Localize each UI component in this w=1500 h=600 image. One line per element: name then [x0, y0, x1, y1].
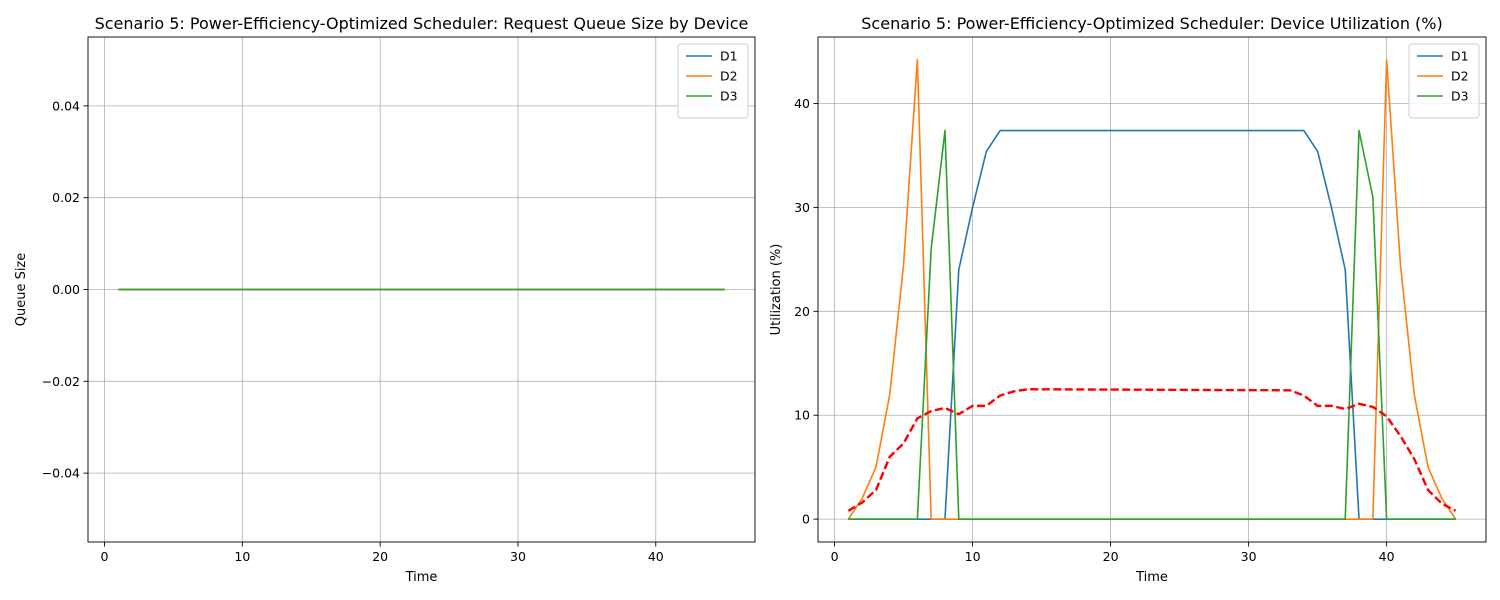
y-axis-label: Utilization (%) — [769, 244, 784, 336]
y-tick-label: 10 — [794, 408, 810, 423]
legend-label-d2: D2 — [1451, 69, 1469, 84]
legend-box — [677, 43, 749, 119]
y-tick-label: 0.04 — [52, 98, 80, 113]
legend: D1 D2 D3 — [677, 43, 749, 119]
y-tick-label: 20 — [794, 304, 810, 319]
x-tick-label: 10 — [965, 549, 981, 564]
legend-label-d1: D1 — [1451, 49, 1469, 64]
y-tick-label: 0 — [802, 512, 810, 527]
series-line-d1 — [848, 129, 1456, 520]
x-tick-label: 20 — [372, 549, 388, 564]
x-tick-label: 40 — [1379, 549, 1395, 564]
x-tick-label: 40 — [648, 549, 664, 564]
legend: D1 D2 D3 — [1408, 43, 1480, 119]
y-tick-label: 30 — [794, 200, 810, 215]
legend-label-d3: D3 — [1451, 89, 1469, 104]
chart-title: Scenario 5: Power-Efficiency-Optimized S… — [95, 14, 749, 33]
chart-2: 0 10 20 30 40 0 10 20 30 40 Scenario 5: Power-Effi… — [769, 14, 1487, 585]
chart-title: Scenario 5: Power-Efficiency-Optimized S… — [861, 14, 1442, 33]
x-tick-label: 0 — [101, 549, 109, 564]
y-tick-label: −0.04 — [42, 466, 80, 481]
y-tick-label: −0.02 — [42, 374, 80, 389]
series-line-d3 — [848, 129, 1456, 520]
legend-label-d2: D2 — [720, 69, 738, 84]
series-line-d2 — [847, 59, 1457, 520]
x-axis-label: Time — [1135, 570, 1168, 585]
x-tick-label: 30 — [510, 549, 526, 564]
legend-box — [1408, 43, 1480, 119]
series-group — [847, 59, 1457, 520]
legend-label-d3: D3 — [720, 89, 738, 104]
y-tick-label: 0.02 — [52, 190, 80, 205]
x-tick-label: 10 — [234, 549, 250, 564]
chart-1: 0 10 20 30 40 −0.04 −0.02 0.00 0.02 0.04 Scenario … — [14, 14, 756, 585]
y-tick-label: 40 — [794, 96, 810, 111]
x-axis-label: Time — [405, 570, 438, 585]
y-axis-label: Queue Size — [14, 253, 29, 327]
series-line-dashed-average — [847, 388, 1457, 512]
legend-label-d1: D1 — [720, 49, 738, 64]
x-tick-label: 0 — [831, 549, 839, 564]
x-tick-label: 30 — [1241, 549, 1257, 564]
x-tick-label: 20 — [1103, 549, 1119, 564]
axes-frame — [817, 36, 1487, 543]
y-tick-label: 0.00 — [52, 282, 80, 297]
